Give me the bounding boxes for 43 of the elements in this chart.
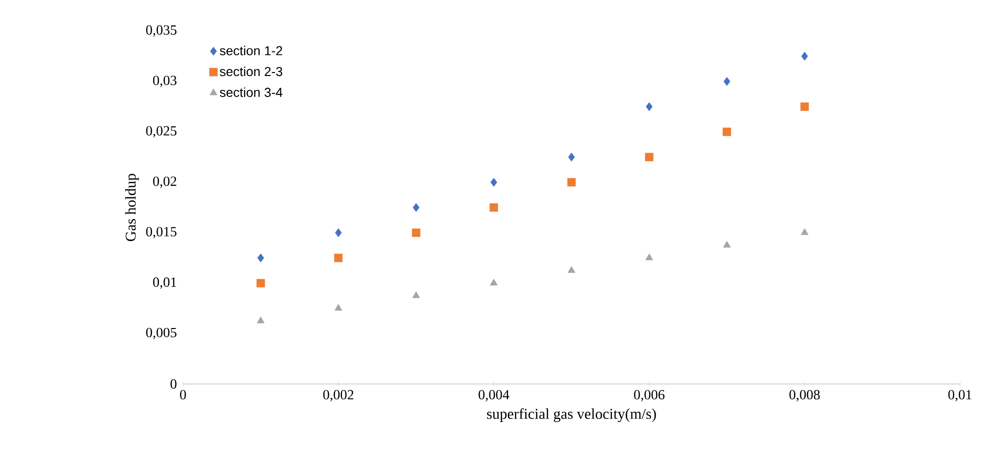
- point: [256, 316, 265, 324]
- point: [724, 77, 730, 86]
- legend-label: section 1-2: [220, 46, 282, 56]
- point: [568, 266, 576, 273]
- y-tick-label: 0,035: [146, 25, 176, 37]
- point: [568, 152, 575, 162]
- y-tick-label: 0,025: [146, 126, 176, 138]
- y-tick-label: 0,02: [153, 176, 176, 188]
- point: [256, 278, 265, 288]
- x-tick-label: 0: [180, 390, 186, 400]
- y-tick-label: 0: [170, 379, 176, 389]
- y-axis-title: Gas holdup: [125, 174, 139, 242]
- point: [567, 178, 576, 186]
- point: [334, 254, 343, 262]
- y-tick-label: 0,01: [153, 277, 176, 289]
- point: [645, 152, 654, 162]
- y-tick-label: 0,005: [146, 328, 176, 340]
- point: [412, 291, 420, 298]
- y-tick-label: 0,03: [153, 76, 176, 88]
- x-tick-label: 0,004: [478, 390, 510, 402]
- point: [490, 278, 498, 286]
- point: [722, 128, 732, 136]
- point: [335, 228, 342, 238]
- legend-label: section 3-4: [220, 87, 282, 97]
- point: [334, 304, 342, 311]
- point: [800, 102, 809, 111]
- point: [257, 254, 264, 262]
- x-tick-label: 0,002: [323, 390, 354, 402]
- point: [412, 203, 420, 212]
- point: [646, 102, 653, 112]
- point: [490, 178, 498, 187]
- point: [801, 52, 808, 61]
- x-tick-label: 0,01: [948, 390, 972, 402]
- point: [412, 228, 420, 237]
- x-tick-label: 0,006: [634, 390, 664, 402]
- x-tick-label: 0,008: [789, 390, 820, 402]
- point: [723, 240, 731, 248]
- legend-label: section 2-3: [220, 66, 282, 76]
- point: [645, 254, 654, 260]
- point: [490, 203, 498, 212]
- y-tick-label: 0,015: [146, 226, 176, 238]
- point: [800, 228, 808, 236]
- x-axis-title: superficial gas velocity(m/s): [487, 408, 656, 422]
